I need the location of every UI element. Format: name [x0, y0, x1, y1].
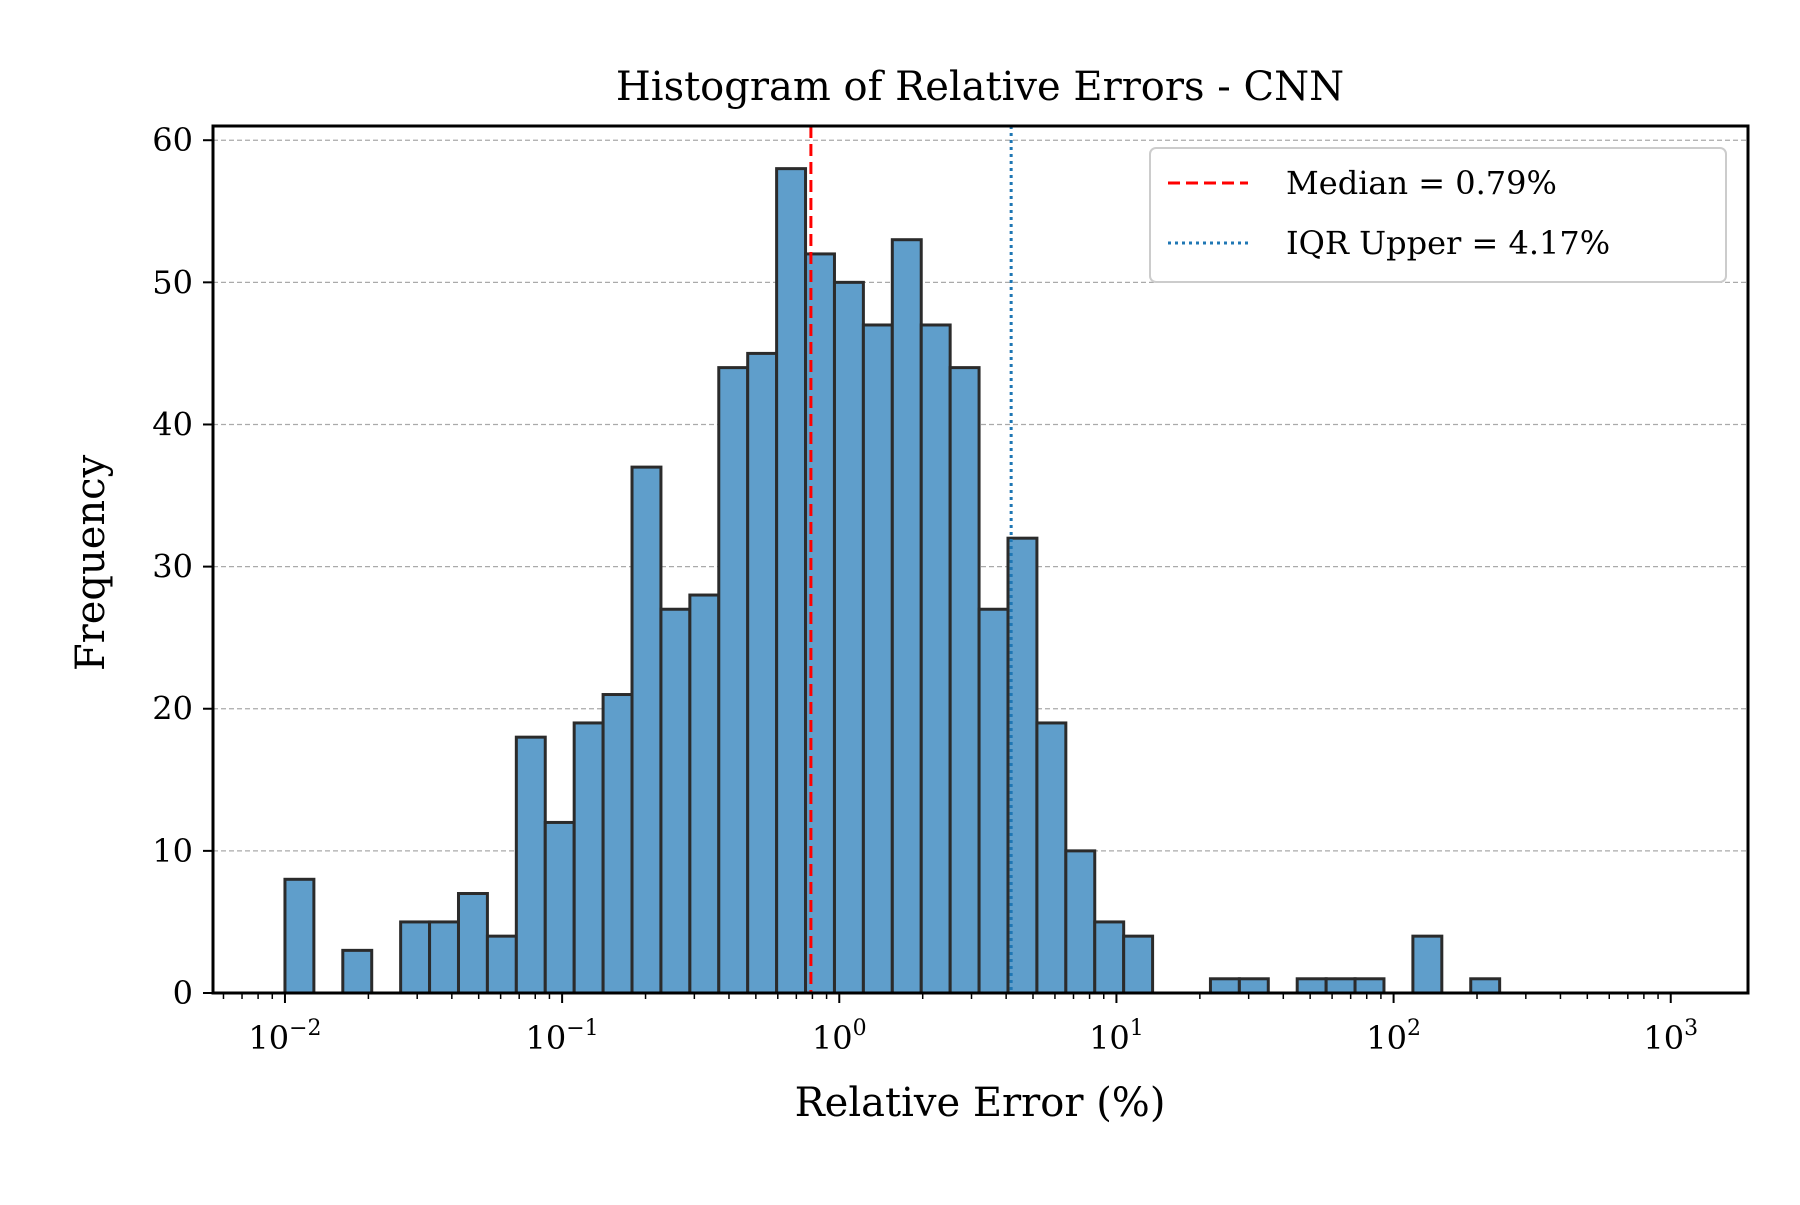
legend: Median = 0.79% IQR Upper = 4.17%: [1149, 147, 1727, 283]
histogram-bar: [341, 948, 374, 995]
histogram-bar: [919, 323, 952, 995]
histogram-bar: [485, 934, 518, 995]
x-tick-label: 103: [1643, 1016, 1698, 1057]
histogram-bar: [1237, 977, 1270, 995]
histogram-bar: [1324, 977, 1357, 995]
histogram-bar: [1035, 721, 1068, 995]
y-tick-label: 10: [152, 832, 193, 870]
x-axis-title: Relative Error (%): [795, 1080, 1166, 1126]
reference-lines-layer: [809, 126, 1013, 993]
chart-title: Histogram of Relative Errors - CNN: [616, 64, 1344, 110]
y-tick-label: 40: [152, 405, 193, 443]
histogram-bar: [399, 920, 432, 995]
y-tick-label: 60: [152, 121, 193, 159]
x-tick-label: 10−1: [526, 1016, 599, 1057]
x-tick-label: 101: [1089, 1016, 1144, 1057]
histogram-bar: [948, 366, 981, 995]
histogram-bar: [746, 351, 779, 995]
histogram-bar: [514, 735, 547, 995]
y-tick-label: 20: [152, 690, 193, 728]
x-tick-label: 102: [1366, 1016, 1421, 1057]
histogram-bar: [1469, 977, 1502, 995]
histogram-bar: [688, 593, 721, 995]
histogram-bar: [775, 167, 808, 995]
histogram-bar: [717, 366, 750, 995]
legend-box: [1149, 147, 1727, 283]
legend-median-label: Median = 0.79%: [1286, 164, 1557, 202]
bars-layer: [283, 167, 1502, 995]
histogram-bar: [601, 693, 634, 995]
histogram-bar: [572, 721, 605, 995]
histogram-bar: [456, 892, 489, 995]
histogram-bar: [1064, 849, 1097, 995]
histogram-bar: [630, 465, 663, 995]
histogram-bar: [1208, 977, 1241, 995]
histogram-bar: [1411, 934, 1444, 995]
histogram-bar: [861, 323, 894, 995]
y-tick-label: 50: [152, 263, 193, 301]
histogram-bar: [1295, 977, 1328, 995]
histogram-bar: [890, 238, 923, 995]
ticks-layer: 0 10 20 30 40 50 60 10−2 10−1 100 101 102 103: [152, 121, 1698, 1057]
x-tick-label: 10−2: [248, 1016, 321, 1057]
y-tick-label: 30: [152, 548, 193, 586]
x-tick-label: 100: [812, 1016, 867, 1057]
histogram-bar: [832, 280, 865, 995]
histogram-bar: [1122, 934, 1155, 995]
histogram-bar: [428, 920, 460, 995]
histogram-bar: [659, 607, 692, 995]
histogram-bar: [283, 877, 316, 995]
histogram-bar: [1353, 977, 1386, 995]
histogram-bar: [543, 820, 576, 995]
histogram-bar: [977, 607, 1010, 995]
y-axis-title: Frequency: [68, 454, 114, 671]
y-tick-label: 0: [173, 974, 193, 1012]
plot-frame: [211, 124, 1750, 995]
histogram-bar: [1093, 920, 1126, 995]
legend-iqr-upper-label: IQR Upper = 4.17%: [1286, 224, 1610, 262]
